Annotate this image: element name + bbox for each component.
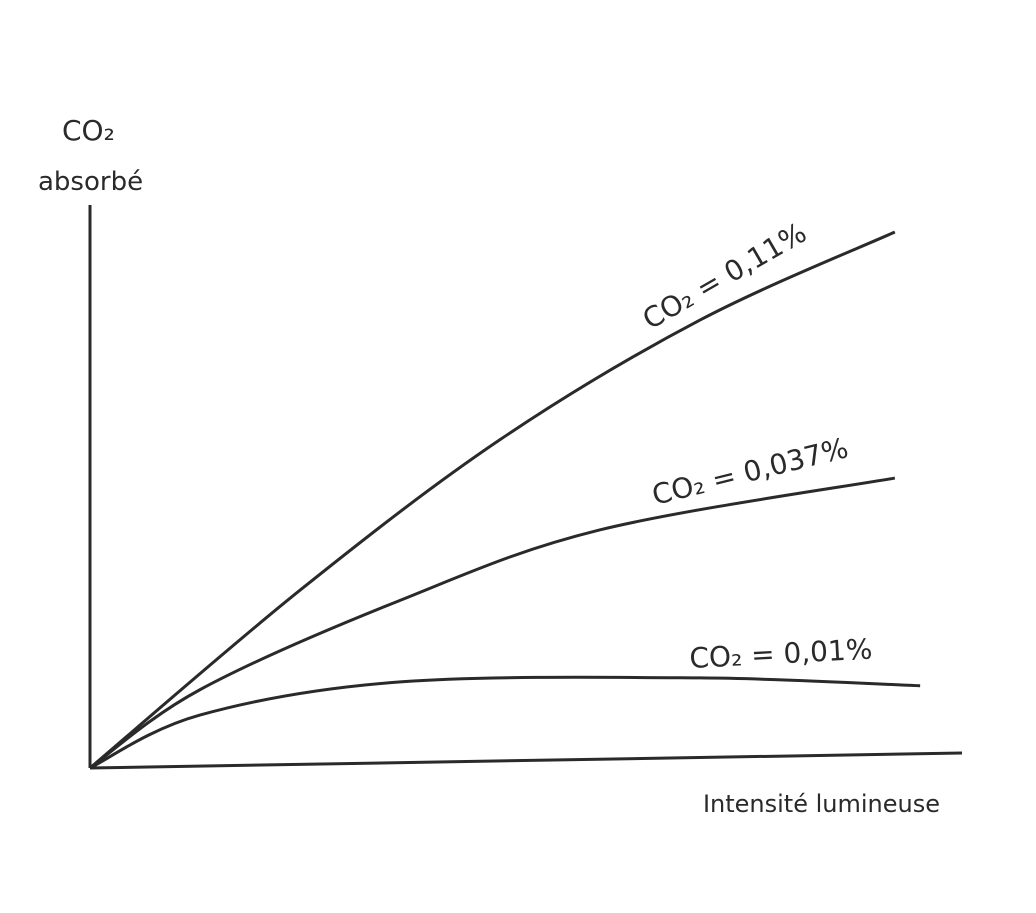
- y-axis-label: absorbé: [38, 167, 143, 197]
- x-axis-label: Intensité lumineuse: [703, 790, 940, 818]
- y-axis-label: CO₂: [62, 114, 115, 147]
- curve-label: CO₂ = 0,11%: [637, 216, 812, 336]
- curve-label: CO₂ = 0,037%: [649, 431, 852, 512]
- curve: [89, 476, 896, 770]
- x-axis: [89, 751, 963, 770]
- curve-label: CO₂ = 0,01%: [689, 632, 874, 675]
- curve: [89, 230, 896, 770]
- curve: [89, 675, 921, 770]
